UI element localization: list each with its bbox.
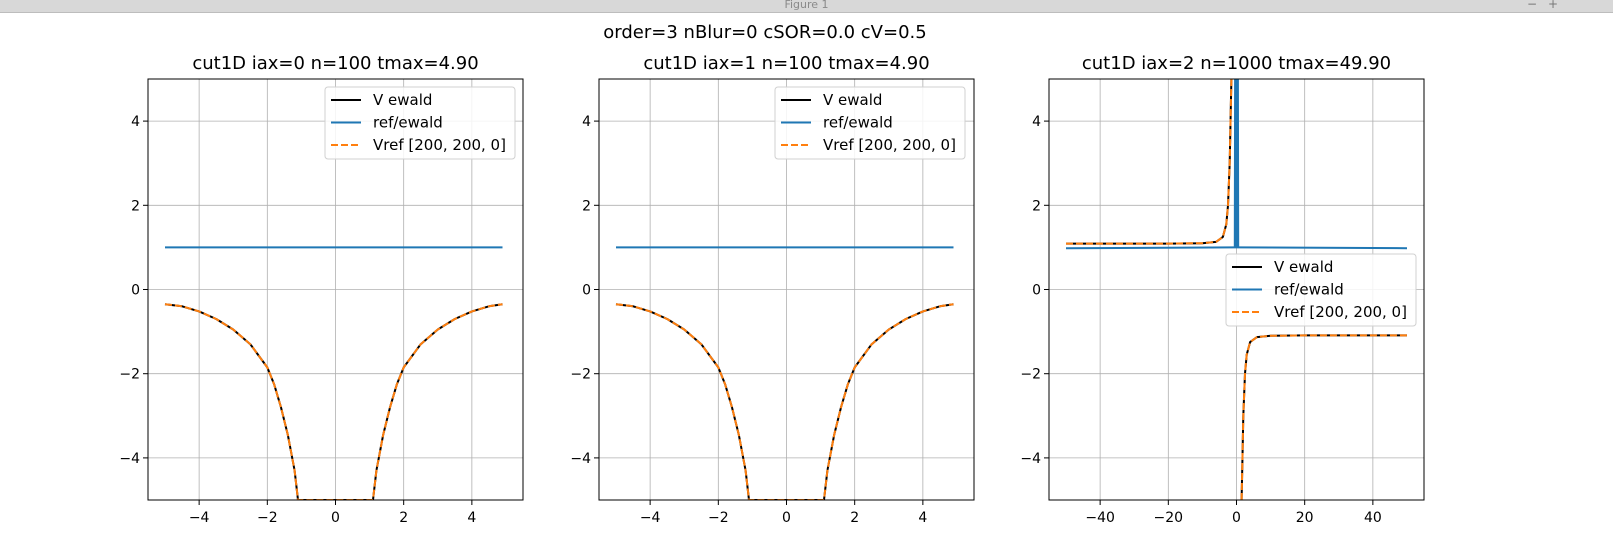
legend-label: ref/ewald [373, 114, 443, 132]
y-tick-label: −4 [570, 451, 591, 467]
legend-box [1225, 253, 1417, 327]
subplot-iax1: cut1D iax=1 n=100 tmax=4.90 −4 −2 0 2 4 −4 −2 0 2… [570, 53, 975, 526]
window-title: Figure 1 [784, 0, 829, 11]
y-tick-label: 0 [582, 283, 591, 299]
x-tick-label: 2 [399, 510, 408, 526]
y-tick-label: 4 [582, 114, 591, 130]
series-line-0 [615, 303, 954, 500]
x-tick-label: −40 [1085, 510, 1115, 526]
y-tick-label: 4 [131, 114, 140, 130]
legend-label: Vref [200, 200, 0] [373, 136, 506, 154]
x-tick-label: 4 [467, 510, 476, 526]
minimize-button[interactable]: − [1527, 0, 1538, 11]
y-tick-label: 0 [131, 283, 140, 299]
x-tick-label: 40 [1364, 510, 1382, 526]
x-tick-label: 4 [918, 510, 927, 526]
legend: V ewald ref/ewald Vref [200, 200, 0] [324, 86, 516, 160]
x-tick-label: −4 [189, 510, 210, 526]
x-tick-label: −20 [1154, 510, 1184, 526]
y-tick-label: −2 [1020, 367, 1041, 383]
x-tick-label: 0 [331, 510, 340, 526]
x-tick-label: −4 [640, 510, 661, 526]
subplot-iax2: cut1D iax=2 n=1000 tmax=49.90−40 −20 0 20 40… [1020, 53, 1425, 526]
series-group [615, 246, 954, 500]
series-line-0 [164, 303, 503, 500]
figure-canvas: order=3 nBlur=0 cSOR=0.0 cV=0.5 cut1D ia… [119, 22, 1425, 526]
x-tick-label: 2 [850, 510, 859, 526]
y-tick-label: −4 [1020, 451, 1041, 467]
y-tick-label: −2 [119, 367, 140, 383]
y-tick-label: 2 [1032, 198, 1041, 214]
window-titlebar: Figure 1 − + [0, 0, 1613, 13]
maximize-button[interactable]: + [1548, 0, 1559, 11]
legend-box [324, 86, 516, 160]
subplot-iax0: cut1D iax=0 n=100 tmax=4.90 −4 −2 0 2 4 −4 −2 0 2… [119, 53, 524, 526]
legend-label: ref/ewald [823, 114, 893, 132]
legend-label: Vref [200, 200, 0] [823, 136, 956, 154]
x-tick-label: 0 [782, 510, 791, 526]
legend-label: V ewald [373, 91, 432, 109]
series-group [164, 246, 503, 500]
series-line-1 [1065, 79, 1408, 250]
x-tick-label: −2 [708, 510, 729, 526]
legend-label: V ewald [1274, 258, 1333, 276]
series-group [1065, 79, 1408, 500]
legend-box [774, 86, 966, 160]
legend-label: V ewald [823, 91, 882, 109]
x-tick-label: −2 [257, 510, 278, 526]
y-tick-label: 4 [1032, 114, 1041, 130]
legend-label: Vref [200, 200, 0] [1274, 303, 1407, 321]
y-tick-label: 0 [1032, 283, 1041, 299]
x-tick-label: 20 [1296, 510, 1314, 526]
y-tick-label: −4 [119, 451, 140, 467]
series-line-2 [164, 303, 503, 500]
series-line-2 [1066, 79, 1407, 500]
y-tick-label: 2 [131, 198, 140, 214]
x-tick-label: 0 [1232, 510, 1241, 526]
y-tick-label: 2 [582, 198, 591, 214]
subplot-title: cut1D iax=1 n=100 tmax=4.90 [643, 53, 929, 74]
figure-suptitle: order=3 nBlur=0 cSOR=0.0 cV=0.5 [603, 22, 926, 43]
y-tick-label: −2 [570, 367, 591, 383]
legend-label: ref/ewald [1274, 281, 1344, 299]
legend: V ewald ref/ewald Vref [200, 200, 0] [1225, 253, 1417, 327]
subplot-title: cut1D iax=0 n=100 tmax=4.90 [192, 53, 478, 74]
series-line-2 [615, 303, 954, 500]
legend: V ewald ref/ewald Vref [200, 200, 0] [774, 86, 966, 160]
subplot-title: cut1D iax=2 n=1000 tmax=49.90 [1082, 53, 1391, 74]
